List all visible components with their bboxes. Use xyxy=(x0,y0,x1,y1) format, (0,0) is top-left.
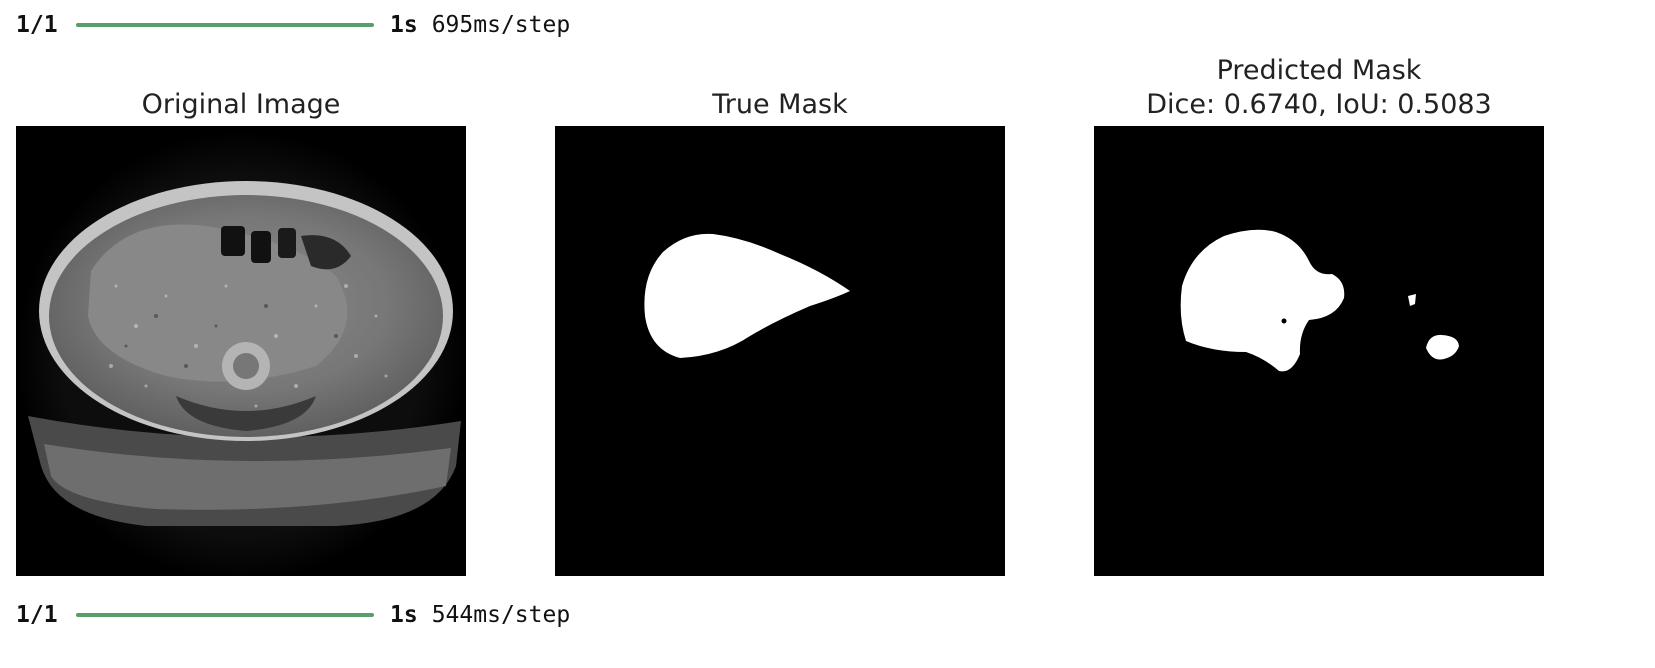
progress-time: 1s xyxy=(390,602,418,628)
progress-step: 1/1 xyxy=(16,602,58,628)
progress-rate: 695ms/step xyxy=(431,12,571,38)
progress-time: 1s xyxy=(390,12,418,38)
predicted-mask-hole xyxy=(1281,318,1287,324)
true-mask-image xyxy=(644,233,850,358)
true-mask-region xyxy=(644,233,850,358)
predicted-mask-title-text: Predicted Mask xyxy=(1216,55,1422,86)
progress-rate: 544ms/step xyxy=(431,602,571,628)
predicted-mask-image xyxy=(1180,229,1459,372)
predicted-mask-title: Predicted Mask Dice: 0.6740, IoU: 0.5083 xyxy=(1069,54,1569,122)
true-mask xyxy=(555,126,1005,576)
original-image xyxy=(16,126,466,576)
progress-step: 1/1 xyxy=(16,12,58,38)
ct-scan-image xyxy=(16,131,466,576)
predicted-mask-region-small-1 xyxy=(1408,294,1416,306)
true-mask-title: True Mask xyxy=(712,89,848,120)
original-image-title: Original Image xyxy=(141,89,341,120)
progress-bar xyxy=(76,23,374,27)
predicted-mask-region-main xyxy=(1180,229,1345,372)
progress-bar xyxy=(76,613,374,617)
predicted-mask-region-small-2 xyxy=(1426,334,1459,360)
predicted-mask xyxy=(1094,126,1544,576)
progress-line-top: 1/1 1s 695ms/step xyxy=(16,10,570,40)
predicted-mask-metrics: Dice: 0.6740, IoU: 0.5083 xyxy=(1146,89,1492,120)
progress-line-bottom: 1/1 1s 544ms/step xyxy=(16,600,570,630)
